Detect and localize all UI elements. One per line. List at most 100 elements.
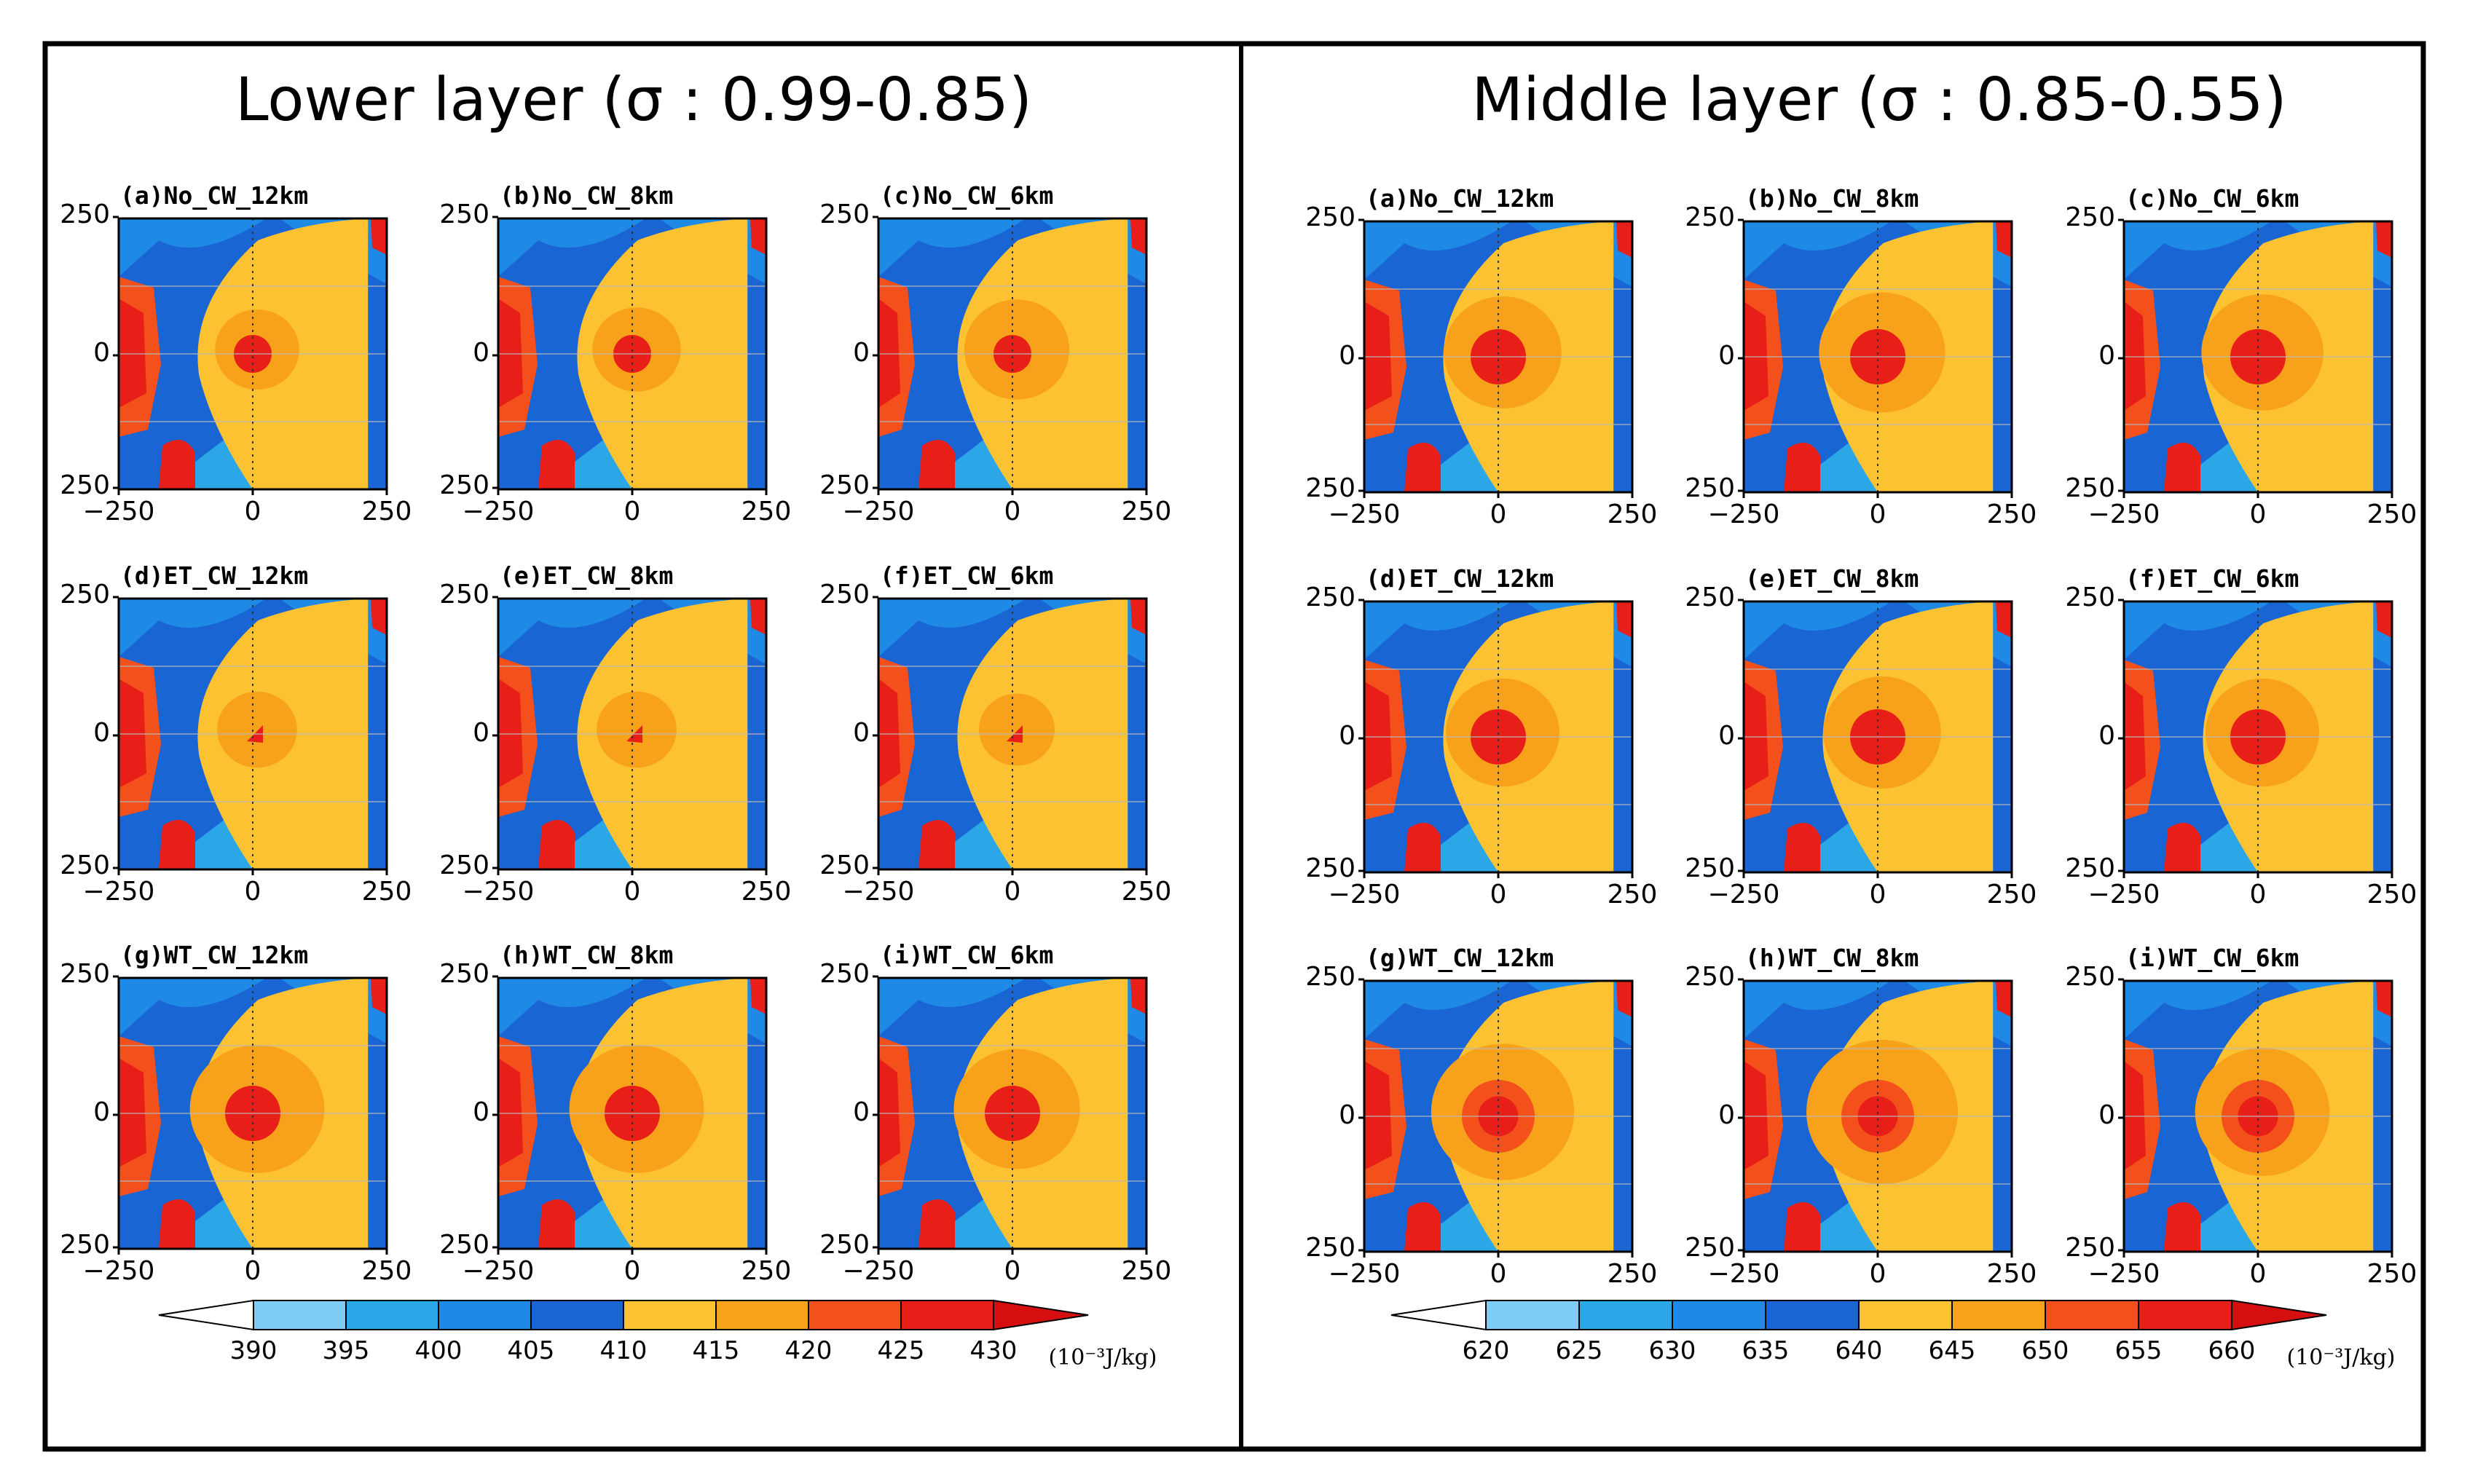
y-tick-label: 250 — [2065, 962, 2115, 992]
colorbar-tick-label: 640 — [1836, 1336, 1883, 1365]
x-tick-label: −250 — [83, 497, 155, 526]
field-red-blob — [1784, 443, 1820, 492]
figure-panel-middle: Middle layer (σ : 0.85-0.55) (a)No_CW_12k… — [1305, 66, 2417, 1370]
contour-field — [2124, 601, 2392, 872]
x-tick-label: 0 — [245, 497, 261, 526]
subplot-label: (i)WT_CW_6km — [880, 941, 1053, 969]
y-tick-label: 250 — [60, 200, 110, 229]
colorbar-segment — [345, 1300, 439, 1330]
field-red-blob — [2164, 443, 2200, 492]
x-tick-label: 250 — [362, 497, 412, 526]
contour-field — [1744, 601, 2012, 872]
x-tick-label: −250 — [1329, 500, 1401, 529]
field-red-corner — [750, 218, 766, 255]
colorbar-tick-label: 405 — [508, 1336, 555, 1365]
y-tick-label: 0 — [473, 338, 489, 368]
subplot-label: (h)WT_CW_8km — [1745, 944, 1919, 972]
colorbar-tick-label: 635 — [1742, 1336, 1790, 1365]
y-tick-label: 250 — [1305, 583, 1356, 612]
field-red-corner — [1996, 601, 2012, 638]
colorbar-tick-label: 400 — [415, 1336, 463, 1365]
x-tick-label: −250 — [463, 877, 535, 907]
x-tick-label: 0 — [1490, 880, 1507, 909]
x-tick-label: 0 — [245, 877, 261, 907]
x-tick-label: 0 — [1004, 497, 1021, 526]
y-tick-label: 0 — [473, 1097, 489, 1127]
y-tick-label: 250 — [819, 1230, 870, 1260]
x-tick-label: −250 — [2088, 1259, 2160, 1289]
y-tick-label: 0 — [853, 1097, 870, 1127]
colorbar: 620 625 630 635 640 645 650 655 660 (10⁻³J/kg) — [1390, 1299, 2395, 1370]
colorbar-tick-label: 655 — [2115, 1336, 2163, 1365]
x-tick-label: 0 — [624, 1256, 641, 1286]
contour-field — [119, 978, 387, 1249]
x-tick-label: 0 — [1490, 1259, 1507, 1289]
y-tick-label: 0 — [93, 1097, 110, 1127]
x-tick-label: 0 — [624, 877, 641, 907]
colorbar-segment — [253, 1300, 347, 1330]
y-tick-label: 250 — [2065, 202, 2115, 232]
x-tick-label: 0 — [2250, 880, 2267, 909]
field-orange-ring — [597, 691, 677, 768]
subplot-label: (c)No_CW_6km — [880, 181, 1053, 210]
colorbar-segment — [1672, 1300, 1766, 1330]
subplot-label: (d)ET_CW_12km — [120, 561, 308, 590]
x-tick-label: 250 — [741, 1256, 792, 1286]
colorbar-segment — [623, 1300, 717, 1330]
field-red-blob — [2164, 823, 2200, 872]
field-blue-band — [2124, 981, 2272, 1039]
y-tick-label: 0 — [1339, 721, 1356, 751]
contour-field — [878, 218, 1146, 489]
field-blue-band — [1744, 981, 1892, 1039]
x-tick-label: 0 — [1870, 880, 1886, 909]
subplot-label: (i)WT_CW_6km — [2125, 944, 2299, 972]
y-tick-label: 0 — [93, 338, 110, 368]
y-tick-label: 250 — [439, 580, 489, 609]
field-blue-band — [2124, 601, 2272, 660]
y-tick-label: 0 — [2098, 341, 2115, 371]
y-tick-label: 250 — [1305, 1233, 1356, 1263]
colorbar-tick-label: 425 — [878, 1336, 925, 1365]
y-tick-label: 250 — [1685, 853, 1735, 883]
field-red-corner — [1996, 221, 2012, 258]
x-tick-label: 250 — [2367, 880, 2417, 909]
y-tick-label: 250 — [1305, 473, 1356, 503]
field-red-corner — [1130, 978, 1146, 1014]
y-tick-label: 0 — [853, 338, 870, 368]
panel-title: Lower layer (σ : 0.99-0.85) — [235, 66, 1032, 135]
field-red-corner — [2376, 981, 2392, 1017]
x-tick-label: 250 — [1987, 1259, 2037, 1289]
x-tick-label: 250 — [1987, 880, 2037, 909]
field-blue-band — [498, 599, 646, 657]
subplot-label: (f)ET_CW_6km — [880, 561, 1053, 590]
field-red-corner — [1130, 599, 1146, 635]
y-tick-label: 250 — [1305, 202, 1356, 232]
colorbar-tick-label: 395 — [323, 1336, 370, 1365]
subplot-label: (b)No_CW_8km — [500, 181, 673, 210]
colorbar-segment — [1765, 1300, 1860, 1330]
field-red-blob — [159, 440, 195, 489]
y-tick-label: 250 — [1685, 473, 1735, 503]
y-tick-label: 0 — [93, 718, 110, 748]
panel-title: Middle layer (σ : 0.85-0.55) — [1471, 66, 2286, 135]
x-tick-label: −250 — [2088, 500, 2160, 529]
field-red-corner — [371, 218, 387, 255]
x-tick-label: −250 — [1708, 1259, 1780, 1289]
subplot-label: (a)No_CW_12km — [120, 181, 308, 210]
contour-field — [2124, 221, 2392, 492]
x-tick-label: −250 — [843, 497, 915, 526]
subplot-label: (a)No_CW_12km — [1366, 184, 1554, 213]
colorbar-segment — [1858, 1300, 1953, 1330]
field-red-corner — [750, 978, 766, 1014]
field-red-corner — [750, 599, 766, 635]
field-red-corner — [1616, 601, 1632, 638]
colorbar-tick-label: 660 — [2208, 1336, 2256, 1365]
y-tick-label: 250 — [819, 959, 870, 989]
